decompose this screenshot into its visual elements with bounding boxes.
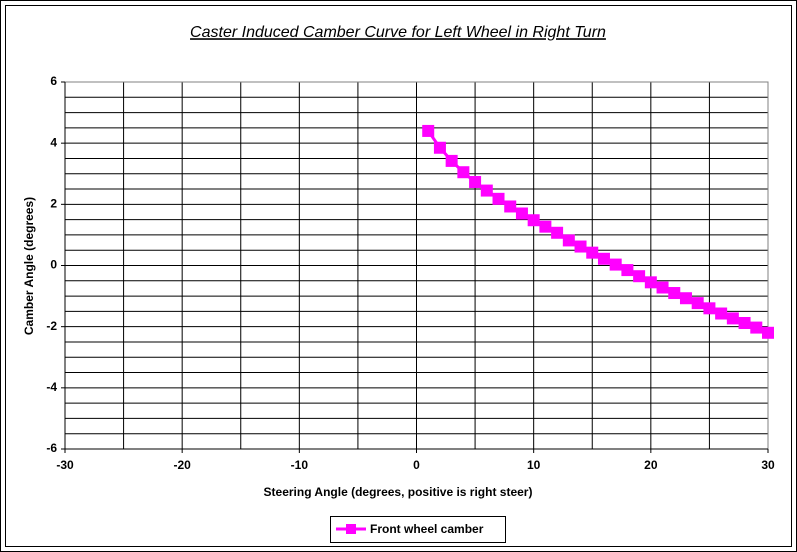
data-marker bbox=[656, 281, 669, 294]
data-marker bbox=[703, 302, 716, 315]
data-marker bbox=[551, 226, 564, 239]
y-tick-label: 4 bbox=[50, 135, 57, 149]
data-marker bbox=[750, 321, 763, 334]
data-marker bbox=[644, 276, 657, 289]
data-marker bbox=[445, 154, 458, 167]
x-tick-label: 0 bbox=[413, 458, 420, 472]
data-marker bbox=[738, 316, 751, 329]
y-axis-label: Camber Angle (degrees) bbox=[22, 197, 36, 335]
data-marker bbox=[597, 252, 610, 265]
y-tick-label: 2 bbox=[50, 197, 57, 211]
x-tick-label: -20 bbox=[173, 458, 191, 472]
y-tick-label: 6 bbox=[50, 74, 57, 88]
x-tick-label: 30 bbox=[761, 458, 775, 472]
data-marker bbox=[492, 192, 505, 205]
data-marker bbox=[668, 287, 681, 300]
data-marker bbox=[679, 292, 692, 305]
data-marker bbox=[527, 214, 540, 227]
data-marker bbox=[469, 176, 482, 189]
data-marker bbox=[574, 240, 587, 253]
data-marker bbox=[457, 166, 470, 179]
legend-marker bbox=[346, 524, 356, 534]
chart-title: Caster Induced Camber Curve for Left Whe… bbox=[190, 24, 606, 41]
y-tick-label: -6 bbox=[46, 441, 57, 455]
legend-label: Front wheel camber bbox=[370, 522, 484, 536]
data-marker bbox=[562, 234, 575, 247]
data-marker bbox=[504, 200, 517, 213]
data-marker bbox=[633, 270, 646, 283]
data-marker bbox=[609, 258, 622, 271]
x-tick-label: 10 bbox=[527, 458, 541, 472]
data-marker bbox=[691, 297, 704, 310]
data-marker bbox=[433, 141, 446, 154]
data-marker bbox=[515, 207, 528, 220]
y-tick-label: -4 bbox=[46, 380, 57, 394]
data-marker bbox=[715, 307, 728, 320]
data-marker bbox=[586, 246, 599, 259]
x-axis-label: Steering Angle (degrees, positive is rig… bbox=[264, 485, 533, 499]
data-marker bbox=[480, 184, 493, 197]
data-marker bbox=[621, 264, 634, 277]
y-tick-label: -2 bbox=[46, 319, 57, 333]
x-tick-label: -30 bbox=[56, 458, 74, 472]
data-marker bbox=[726, 312, 739, 325]
x-tick-label: 20 bbox=[644, 458, 658, 472]
data-marker bbox=[422, 124, 435, 137]
y-tick-label: 0 bbox=[50, 258, 57, 272]
data-marker bbox=[762, 326, 774, 339]
x-tick-label: -10 bbox=[291, 458, 309, 472]
chart-border bbox=[5, 5, 792, 547]
data-marker bbox=[539, 220, 552, 233]
